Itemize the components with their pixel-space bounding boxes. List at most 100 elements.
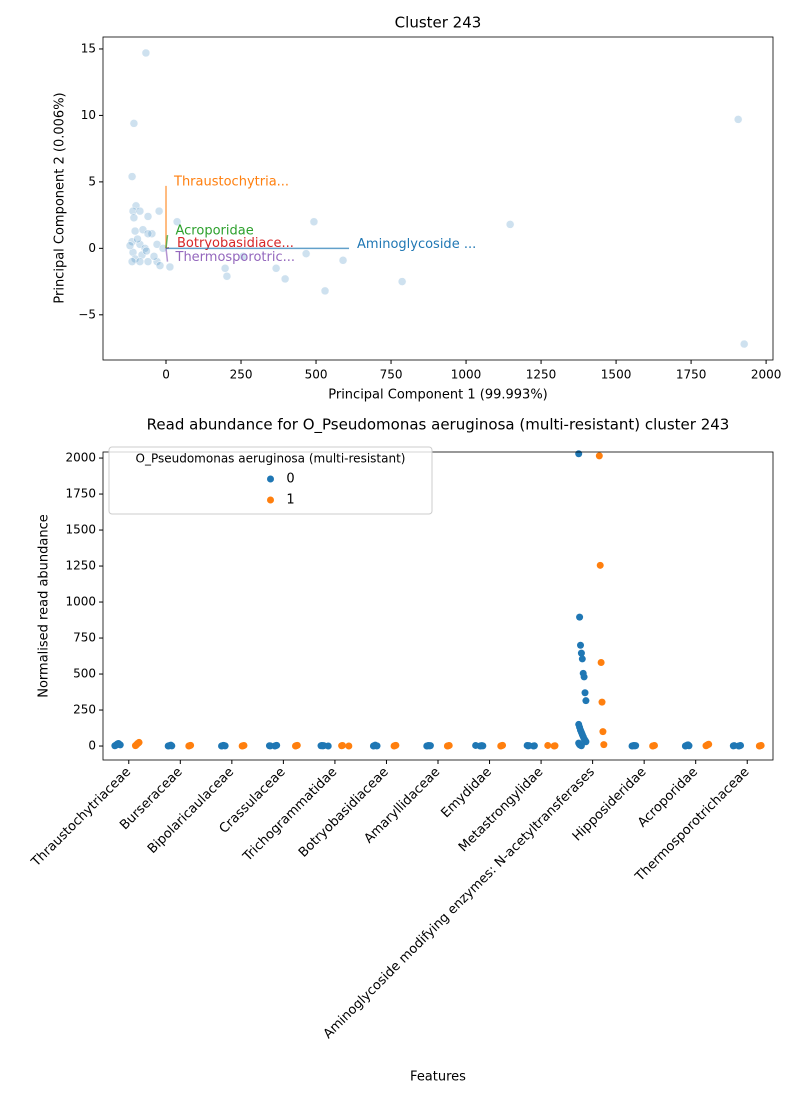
point: [129, 213, 139, 223]
point: [154, 206, 164, 216]
legend-title: O_Pseudomonas aeruginosa (multi-resistan…: [136, 452, 406, 466]
y-tick-label: 2000: [65, 451, 96, 465]
plot-frame: [102, 451, 774, 761]
point: [599, 728, 607, 736]
point: [135, 738, 143, 746]
x-tick-label: Thraustochytriaceae: [28, 765, 134, 871]
legend-label: 0: [286, 472, 294, 487]
point: [650, 741, 658, 749]
point: [155, 261, 165, 270]
point: [142, 246, 151, 256]
point: [135, 257, 145, 266]
point: [499, 741, 507, 749]
x-tick-label: 750: [380, 368, 403, 382]
loading-arrow: [165, 234, 169, 249]
loading-label: Thermosporotric...: [175, 250, 296, 265]
y-tick-label: 0: [88, 241, 96, 255]
point: [127, 237, 137, 246]
chart-title: Cluster 243: [395, 14, 482, 32]
x-axis-label: Features: [410, 1070, 466, 1085]
y-tick-label: 1500: [65, 523, 96, 537]
point: [238, 252, 248, 261]
point: [127, 257, 137, 266]
legend-marker: [267, 475, 274, 483]
x-tick-label: 250: [230, 368, 253, 382]
y-tick-label: 750: [73, 631, 96, 645]
point: [309, 217, 319, 227]
point: [479, 742, 487, 750]
x-tick-label: 2000: [751, 368, 782, 382]
x-tick-label: 1250: [526, 368, 557, 382]
point: [578, 655, 586, 663]
point: [338, 256, 348, 265]
point: [345, 742, 353, 750]
x-tick-label: 0: [162, 368, 170, 382]
point: [116, 741, 124, 749]
y-tick-label: 1250: [65, 559, 96, 573]
point: [426, 742, 434, 750]
point: [544, 741, 552, 749]
point: [392, 741, 400, 749]
point: [293, 741, 301, 749]
point: [152, 240, 162, 249]
point: [130, 226, 140, 236]
point: [133, 234, 142, 244]
loading-label: Botryobasidiace...: [177, 236, 294, 251]
x-tick-label: Trichogrammatidae: [240, 765, 340, 865]
y-tick-label: 15: [81, 41, 96, 55]
point: [685, 742, 693, 750]
point: [339, 741, 347, 749]
point: [581, 689, 589, 697]
point: [128, 206, 138, 216]
loading-label: Acroporidae: [176, 224, 254, 239]
point: [301, 249, 311, 258]
point: [320, 742, 328, 750]
y-tick-label: 250: [73, 703, 96, 717]
point: [320, 286, 330, 296]
x-tick-label: Bipolaricaulaceae: [145, 765, 237, 857]
loading-label: Aminoglycoside ...: [357, 237, 476, 252]
y-tick-label: 1000: [65, 595, 96, 609]
point: [582, 697, 590, 705]
point: [271, 264, 281, 273]
point: [373, 742, 381, 750]
point: [397, 277, 407, 286]
point: [143, 212, 153, 221]
point: [576, 613, 584, 621]
x-tick-label: 500: [305, 368, 328, 382]
x-tick-label: Emydidae: [439, 765, 495, 821]
point: [187, 741, 195, 749]
point: [505, 220, 515, 229]
point: [168, 742, 176, 750]
point: [596, 561, 604, 569]
x-tick-label: 1500: [601, 368, 632, 382]
point: [125, 241, 135, 250]
point: [143, 257, 153, 266]
point: [149, 252, 159, 261]
point: [280, 274, 290, 284]
point: [530, 742, 538, 750]
legend-marker: [267, 496, 274, 504]
point: [600, 741, 608, 749]
point: [597, 659, 605, 667]
x-tick-label: 1750: [676, 368, 707, 382]
point: [220, 264, 230, 273]
point: [445, 741, 453, 749]
point: [472, 741, 480, 749]
point: [240, 741, 248, 749]
y-tick-label: 0: [88, 739, 96, 753]
point: [129, 119, 139, 128]
loading-arrow: [165, 248, 169, 262]
point: [580, 673, 588, 681]
y-tick-label: 5: [88, 174, 96, 188]
point: [221, 742, 229, 750]
point: [525, 742, 533, 750]
point: [739, 339, 749, 349]
loading-label: Thraustochytria...: [173, 174, 289, 189]
y-axis-label: Principal Component 2 (0.006%): [53, 92, 68, 303]
y-tick-label: 1750: [65, 487, 96, 501]
point: [582, 738, 590, 746]
point: [273, 741, 281, 749]
point: [141, 48, 151, 58]
point: [733, 115, 743, 124]
